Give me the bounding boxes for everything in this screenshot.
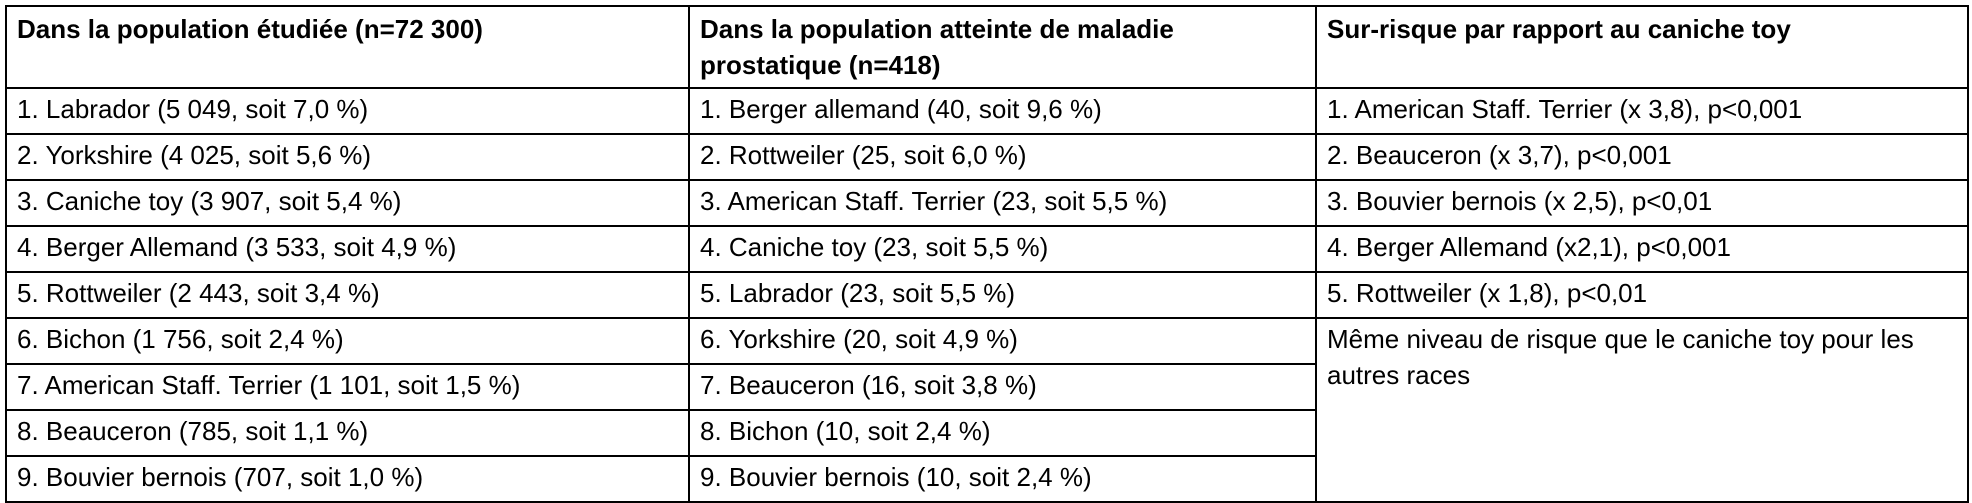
prostatic-population-cell: 3. American Staff. Terrier (23, soit 5,5…: [688, 179, 1317, 227]
relative-risk-cell: 2. Beauceron (x 3,7), p<0,001: [1315, 133, 1969, 181]
header-study-population: Dans la population étudiée (n=72 300): [5, 5, 690, 89]
table-row: 4. Berger Allemand (3 533, soit 4,9 %) 4…: [5, 225, 1969, 273]
prostatic-population-cell: 7. Beauceron (16, soit 3,8 %): [688, 363, 1317, 411]
study-population-cell: 8. Beauceron (785, soit 1,1 %): [5, 409, 690, 457]
study-population-cell: 1. Labrador (5 049, soit 7,0 %): [5, 87, 690, 135]
table-row: 3. Caniche toy (3 907, soit 5,4 %) 3. Am…: [5, 179, 1969, 227]
prostatic-population-cell: 1. Berger allemand (40, soit 9,6 %): [688, 87, 1317, 135]
prostatic-population-cell: 5. Labrador (23, soit 5,5 %): [688, 271, 1317, 319]
relative-risk-cell: 3. Bouvier bernois (x 2,5), p<0,01: [1315, 179, 1969, 227]
table-row: 8. Beauceron (785, soit 1,1 %) 8. Bichon…: [5, 409, 1968, 457]
prostatic-population-cell: 6. Yorkshire (20, soit 4,9 %): [688, 317, 1317, 365]
table-row: 2. Yorkshire (4 025, soit 5,6 %) 2. Rott…: [5, 133, 1969, 181]
study-population-cell: 5. Rottweiler (2 443, soit 3,4 %): [5, 271, 690, 319]
prostatic-population-cell: 2. Rottweiler (25, soit 6,0 %): [688, 133, 1317, 181]
study-population-cell: 9. Bouvier bernois (707, soit 1,0 %): [5, 455, 690, 503]
breed-risk-table: Dans la population étudiée (n=72 300) Da…: [5, 5, 1969, 503]
study-population-cell: 4. Berger Allemand (3 533, soit 4,9 %): [5, 225, 690, 273]
header-prostatic-disease-population: Dans la population atteinte de maladie p…: [688, 5, 1317, 89]
prostatic-population-cell: 9. Bouvier bernois (10, soit 2,4 %): [688, 455, 1317, 503]
header-row: Dans la population étudiée (n=72 300) Da…: [5, 5, 1969, 89]
table-row: 5. Rottweiler (2 443, soit 3,4 %) 5. Lab…: [5, 271, 1969, 319]
relative-risk-note: Même niveau de risque que le caniche toy…: [1315, 317, 1969, 503]
header-relative-risk: Sur-risque par rapport au caniche toy: [1315, 5, 1969, 89]
table-row: 1. Labrador (5 049, soit 7,0 %) 1. Berge…: [5, 87, 1969, 135]
table-row: 9. Bouvier bernois (707, soit 1,0 %) 9. …: [5, 455, 1968, 503]
table-row: 7. American Staff. Terrier (1 101, soit …: [5, 363, 1968, 411]
prostatic-population-cell: 8. Bichon (10, soit 2,4 %): [688, 409, 1317, 457]
study-population-cell: 2. Yorkshire (4 025, soit 5,6 %): [5, 133, 690, 181]
table-row: 6. Bichon (1 756, soit 2,4 %) 6. Yorkshi…: [5, 317, 1969, 503]
study-population-cell: 7. American Staff. Terrier (1 101, soit …: [5, 363, 690, 411]
relative-risk-cell: 4. Berger Allemand (x2,1), p<0,001: [1315, 225, 1969, 273]
study-population-cell: 6. Bichon (1 756, soit 2,4 %): [5, 317, 690, 365]
relative-risk-cell: 1. American Staff. Terrier (x 3,8), p<0,…: [1315, 87, 1969, 135]
relative-risk-cell: 5. Rottweiler (x 1,8), p<0,01: [1315, 271, 1969, 319]
prostatic-population-cell: 4. Caniche toy (23, soit 5,5 %): [688, 225, 1317, 273]
study-population-cell: 3. Caniche toy (3 907, soit 5,4 %): [5, 179, 690, 227]
